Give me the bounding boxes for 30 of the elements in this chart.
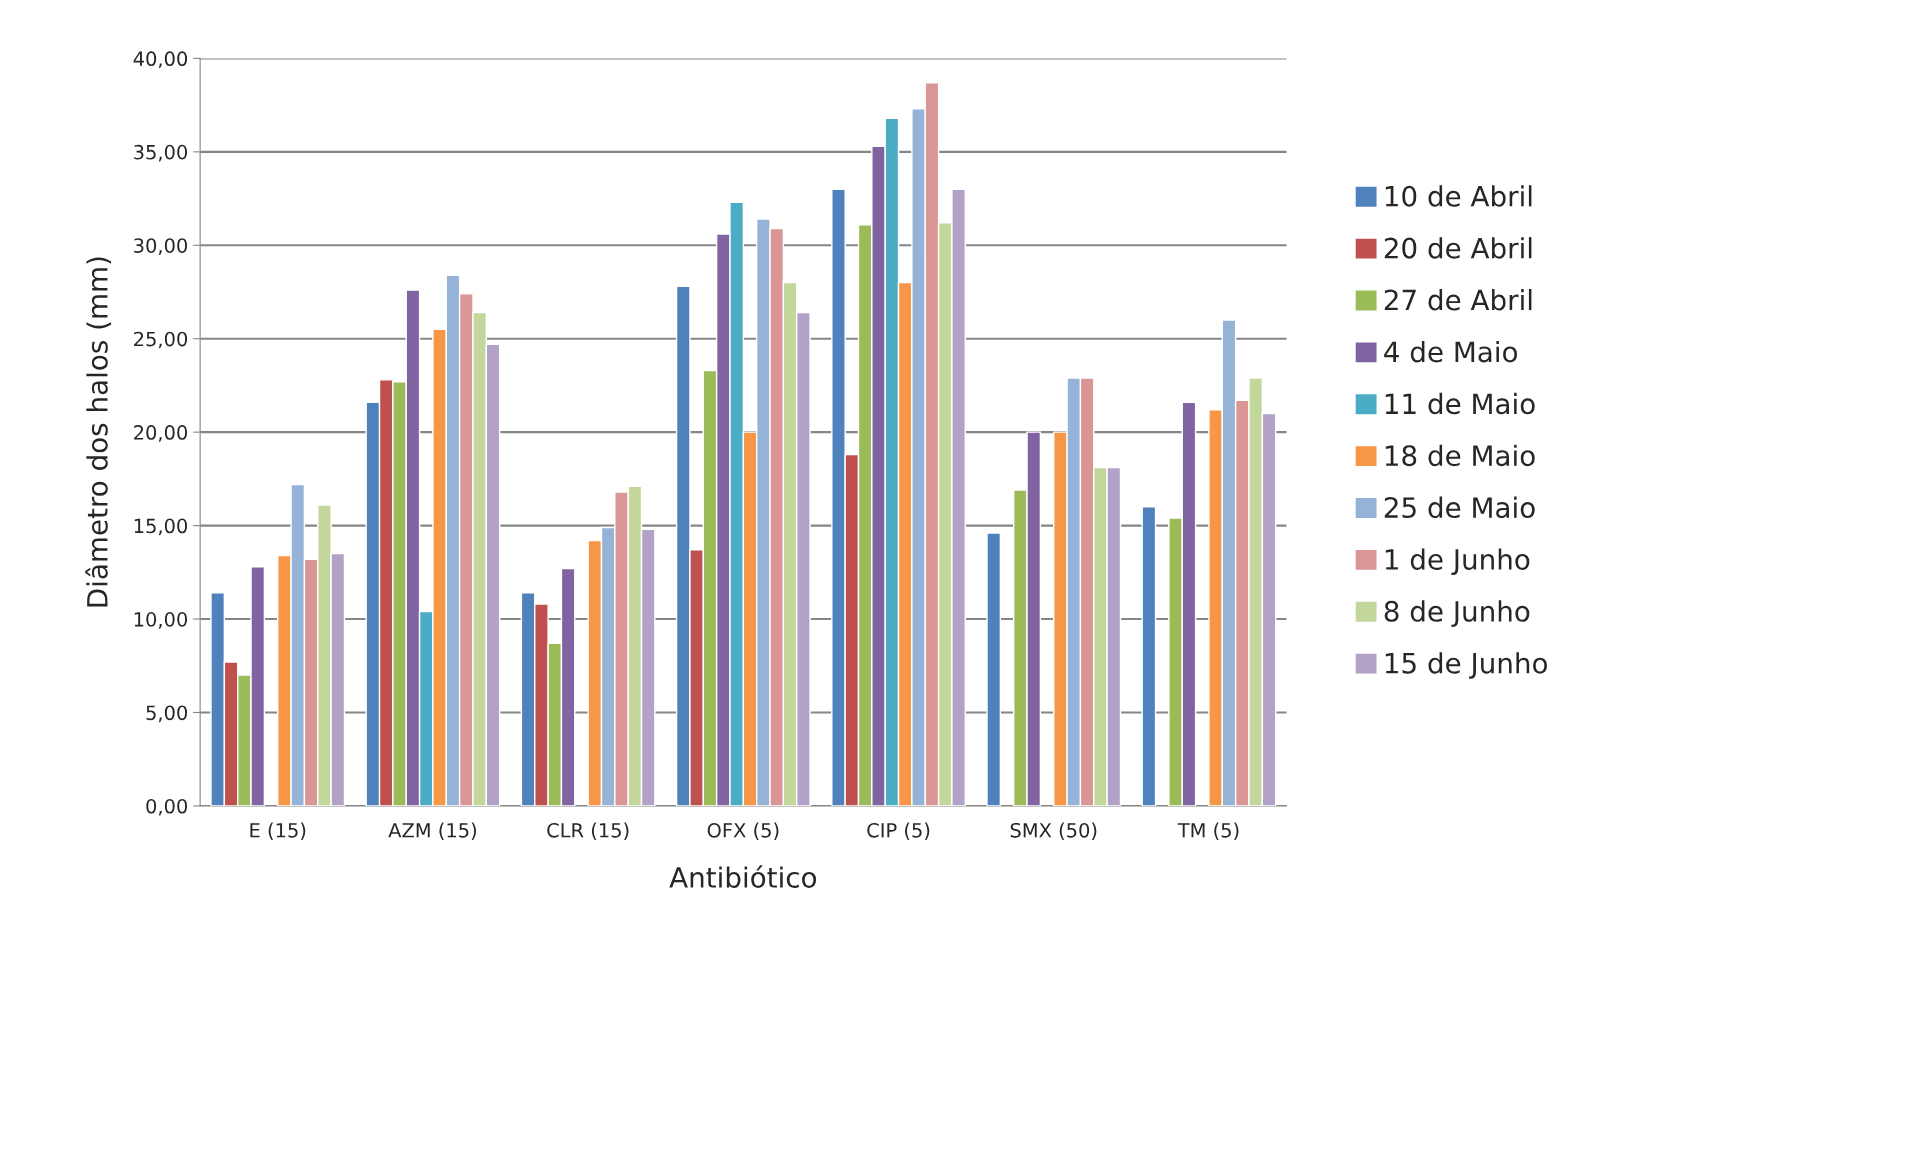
x-tick-label: CLR (15)	[547, 822, 629, 840]
legend-label: 10 de Abril	[1385, 185, 1532, 207]
legend-label: 18 de Maio	[1385, 444, 1535, 467]
legend-label: 20 de Abril	[1384, 237, 1532, 259]
x-tick-label: E (15)	[250, 822, 306, 840]
bar	[1141, 506, 1157, 806]
y-tick-label: 10,00	[134, 612, 188, 629]
legend-label: 4 de Maio	[1384, 340, 1518, 363]
y-tick-label: 40,00	[133, 51, 188, 69]
y-tick-label: 15,00	[134, 518, 188, 536]
y-tick-label: 0,00	[146, 798, 188, 816]
y-tick-label: 20,00	[134, 425, 188, 442]
y-axis-title: Diâmetro dos halos (mm)	[85, 257, 112, 607]
x-tick-label: SMX (50)	[1010, 822, 1097, 840]
legend-label: 15 de Junho	[1385, 652, 1547, 679]
x-tick-label: CIP (5)	[867, 822, 930, 840]
y-tick-label: 5,00	[146, 705, 188, 723]
bar	[986, 532, 1002, 806]
y-tick-label: 25,00	[134, 331, 188, 349]
x-tick-label: TM (5)	[1177, 822, 1239, 840]
y-tick-label: 30,00	[134, 238, 188, 255]
legend-label: 8 de Junho	[1384, 600, 1530, 627]
x-tick-label: OFX (5)	[707, 822, 779, 840]
legend-label: 1 de Junho	[1385, 548, 1530, 576]
x-tick-label: AZM (15)	[388, 822, 477, 840]
x-axis-title: Antibiótico	[669, 865, 817, 888]
y-tick-label: 35,00	[134, 144, 188, 162]
legend-label: 11 de Maio	[1385, 392, 1535, 415]
legend-label: 27 de Abril	[1384, 289, 1532, 311]
legend-label: 25 de Maio	[1384, 496, 1535, 519]
